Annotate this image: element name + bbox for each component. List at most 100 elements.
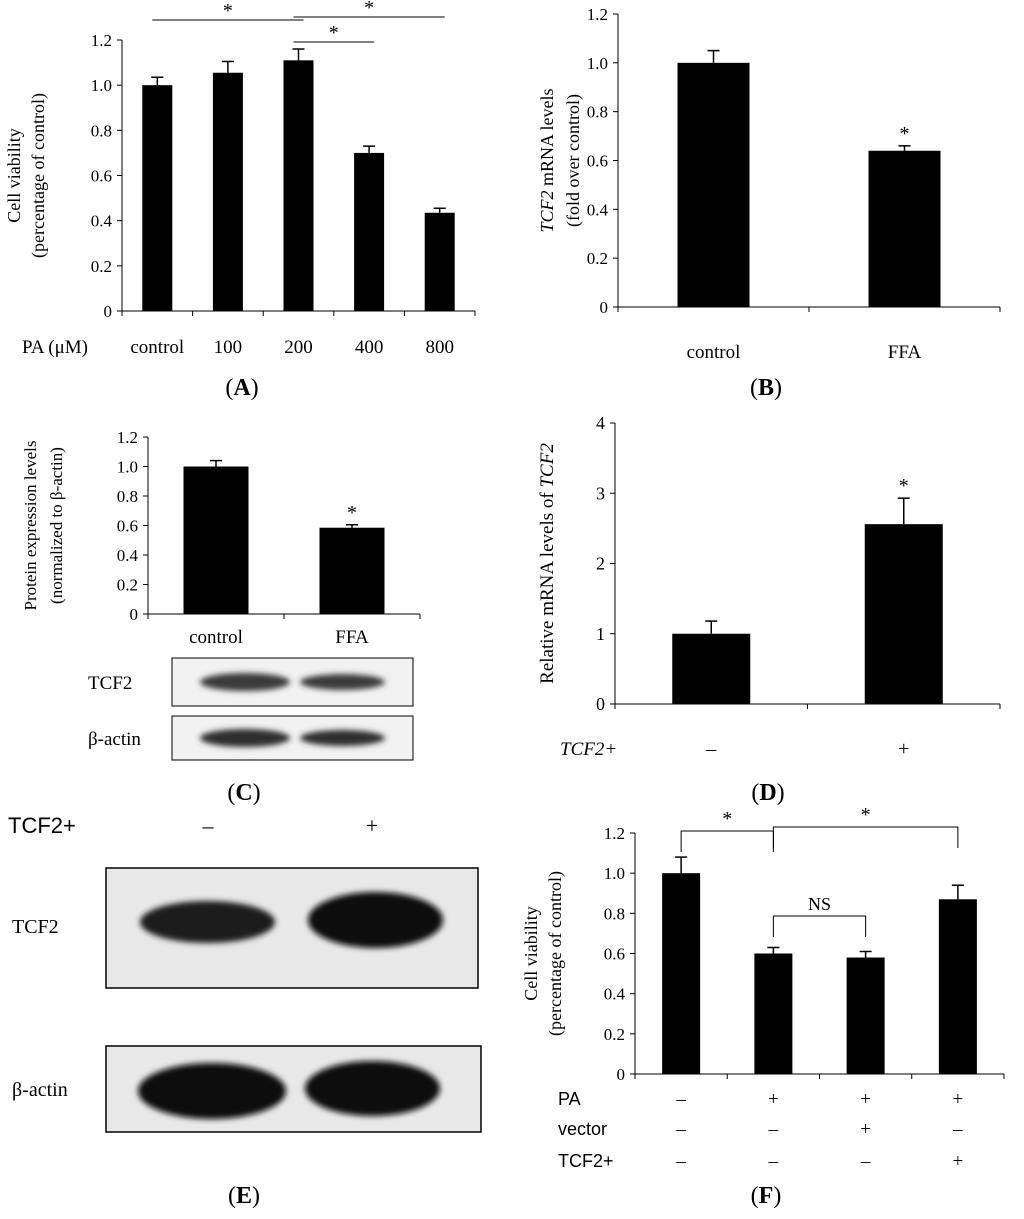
blot-band — [300, 674, 385, 690]
condition-mark: + — [860, 1089, 871, 1110]
significance-mark: * — [223, 0, 233, 22]
condition-mark: + — [953, 1089, 964, 1110]
y-tick-label: 0.6 — [91, 167, 112, 186]
y-tick-label: 0 — [617, 1065, 626, 1084]
y-axis-label: (fold over control) — [563, 94, 584, 227]
blot-label: TCF2 — [88, 673, 132, 694]
bar — [212, 72, 243, 311]
blot-band — [200, 729, 290, 747]
x-tick-label: + — [898, 738, 909, 760]
significance-mark: * — [364, 0, 374, 19]
chart-A: 0 0.2 0.4 0.6 0.8 1.0 1.2 Cell viability (percen… — [4, 0, 476, 358]
x-tick-label: – — [705, 738, 717, 760]
blot-label: β-actin — [88, 729, 141, 750]
x-tick-label: 800 — [425, 337, 454, 358]
condition-label: PA — [558, 1089, 581, 1109]
condition-mark: + — [860, 1119, 871, 1140]
y-axis-label: (percentage of control) — [28, 93, 49, 258]
condition-mark: – — [768, 1151, 779, 1172]
y-tick-label: 0.2 — [91, 257, 112, 276]
condition-mark: + — [953, 1151, 964, 1172]
y-tick-label: 1.0 — [604, 864, 625, 883]
y-tick-label: 1.2 — [91, 31, 112, 50]
condition-label: TCF2+ — [558, 1151, 614, 1171]
y-tick-label: 0.6 — [587, 152, 608, 171]
significance-mark: NS — [808, 894, 831, 914]
y-axis-label: Relative mRNA levels of TCF2 — [537, 443, 558, 684]
y-tick-label: 4 — [596, 413, 605, 433]
bar — [283, 60, 314, 312]
blot-label: TCF2 — [12, 916, 59, 938]
chart-B: 0 0.2 0.4 0.6 0.8 1.0 1.2 * TCF2 mRNA levels (fol… — [537, 5, 1001, 363]
y-tick-label: 0.8 — [604, 904, 625, 923]
x-tick-label: 200 — [284, 337, 313, 358]
chart-C: 0 0.2 0.4 0.6 0.8 1.0 1.2 * Protein expression l… — [21, 428, 421, 648]
condition-mark: – — [675, 1089, 686, 1110]
significance-mark: * — [861, 804, 871, 826]
significance-mark: * — [722, 808, 732, 830]
significance-bracket — [680, 830, 774, 852]
y-tick-label: 0 — [130, 605, 139, 624]
panel-label-E: (E) — [228, 1183, 260, 1209]
chart-F: 0 0.2 0.4 0.6 0.8 1.0 1.2 Cell viability (percen… — [521, 804, 1005, 1172]
y-tick-label: 0.4 — [91, 212, 113, 231]
x-tick-label: FFA — [335, 627, 369, 648]
y-tick-label: 1.2 — [117, 428, 138, 447]
bar — [864, 524, 943, 704]
blot-band — [140, 901, 275, 943]
bar — [662, 873, 701, 1074]
y-tick-label: 0.2 — [587, 249, 608, 268]
blot-band — [300, 730, 385, 746]
y-axis-label: Cell viability — [521, 906, 541, 1001]
y-tick-label: 1.0 — [91, 76, 112, 95]
y-tick-label: 0.4 — [604, 985, 626, 1004]
lane-label: – — [202, 813, 215, 838]
y-tick-label: 0.8 — [91, 121, 112, 140]
y-axis-label: TCF2 mRNA levels — [537, 88, 557, 232]
y-tick-label: 0.6 — [604, 945, 625, 964]
y-tick-label: 0 — [600, 298, 609, 317]
blot-header-label: TCF2+ — [8, 813, 76, 838]
x-prefix-label: TCF2+ — [560, 739, 617, 760]
chart-D: 0 1 2 3 4 * Relative mRNA levels of TCF2 – + TCF2… — [537, 413, 1001, 760]
y-tick-label: 0 — [104, 302, 113, 321]
y-axis-label: (percentage of control) — [545, 871, 566, 1036]
bar — [424, 212, 455, 311]
significance-mark: * — [899, 475, 909, 497]
y-tick-label: 1.2 — [587, 5, 608, 24]
bar — [319, 527, 385, 614]
y-axis-label: Protein expression levels — [21, 441, 40, 611]
y-tick-label: 0.2 — [117, 576, 138, 595]
bar — [677, 62, 750, 308]
condition-mark: – — [675, 1151, 686, 1172]
significance-bracket — [772, 826, 959, 848]
y-tick-label: 0.8 — [587, 103, 608, 122]
bar — [142, 85, 173, 312]
bar — [938, 899, 977, 1074]
y-tick-label: 0.8 — [117, 487, 138, 506]
y-axis-label: Cell viability — [4, 128, 24, 223]
y-tick-label: 0.4 — [587, 200, 609, 219]
x-tick-label: control — [189, 627, 243, 648]
y-tick-label: 1.2 — [604, 824, 625, 843]
x-tick-label: control — [687, 342, 741, 363]
blot-band — [308, 892, 443, 948]
panel-label-D: (D) — [751, 780, 784, 806]
y-tick-label: 3 — [596, 483, 605, 503]
y-tick-label: 0.2 — [604, 1025, 625, 1044]
panel-label-C: (C) — [227, 780, 260, 806]
condition-label: vector — [558, 1119, 607, 1139]
blot-label: β-actin — [12, 1079, 68, 1101]
y-tick-label: 0 — [596, 694, 605, 714]
y-tick-label: 2 — [596, 554, 605, 574]
panel-label-B: (B) — [750, 375, 782, 401]
significance-mark: * — [900, 123, 910, 145]
bar — [846, 957, 885, 1074]
bar — [672, 633, 751, 704]
blot-band — [305, 1061, 440, 1116]
x-tick-label: 100 — [214, 337, 243, 358]
x-prefix-label: PA (μM) — [22, 337, 88, 358]
bar — [354, 152, 385, 311]
condition-mark: – — [768, 1119, 779, 1140]
